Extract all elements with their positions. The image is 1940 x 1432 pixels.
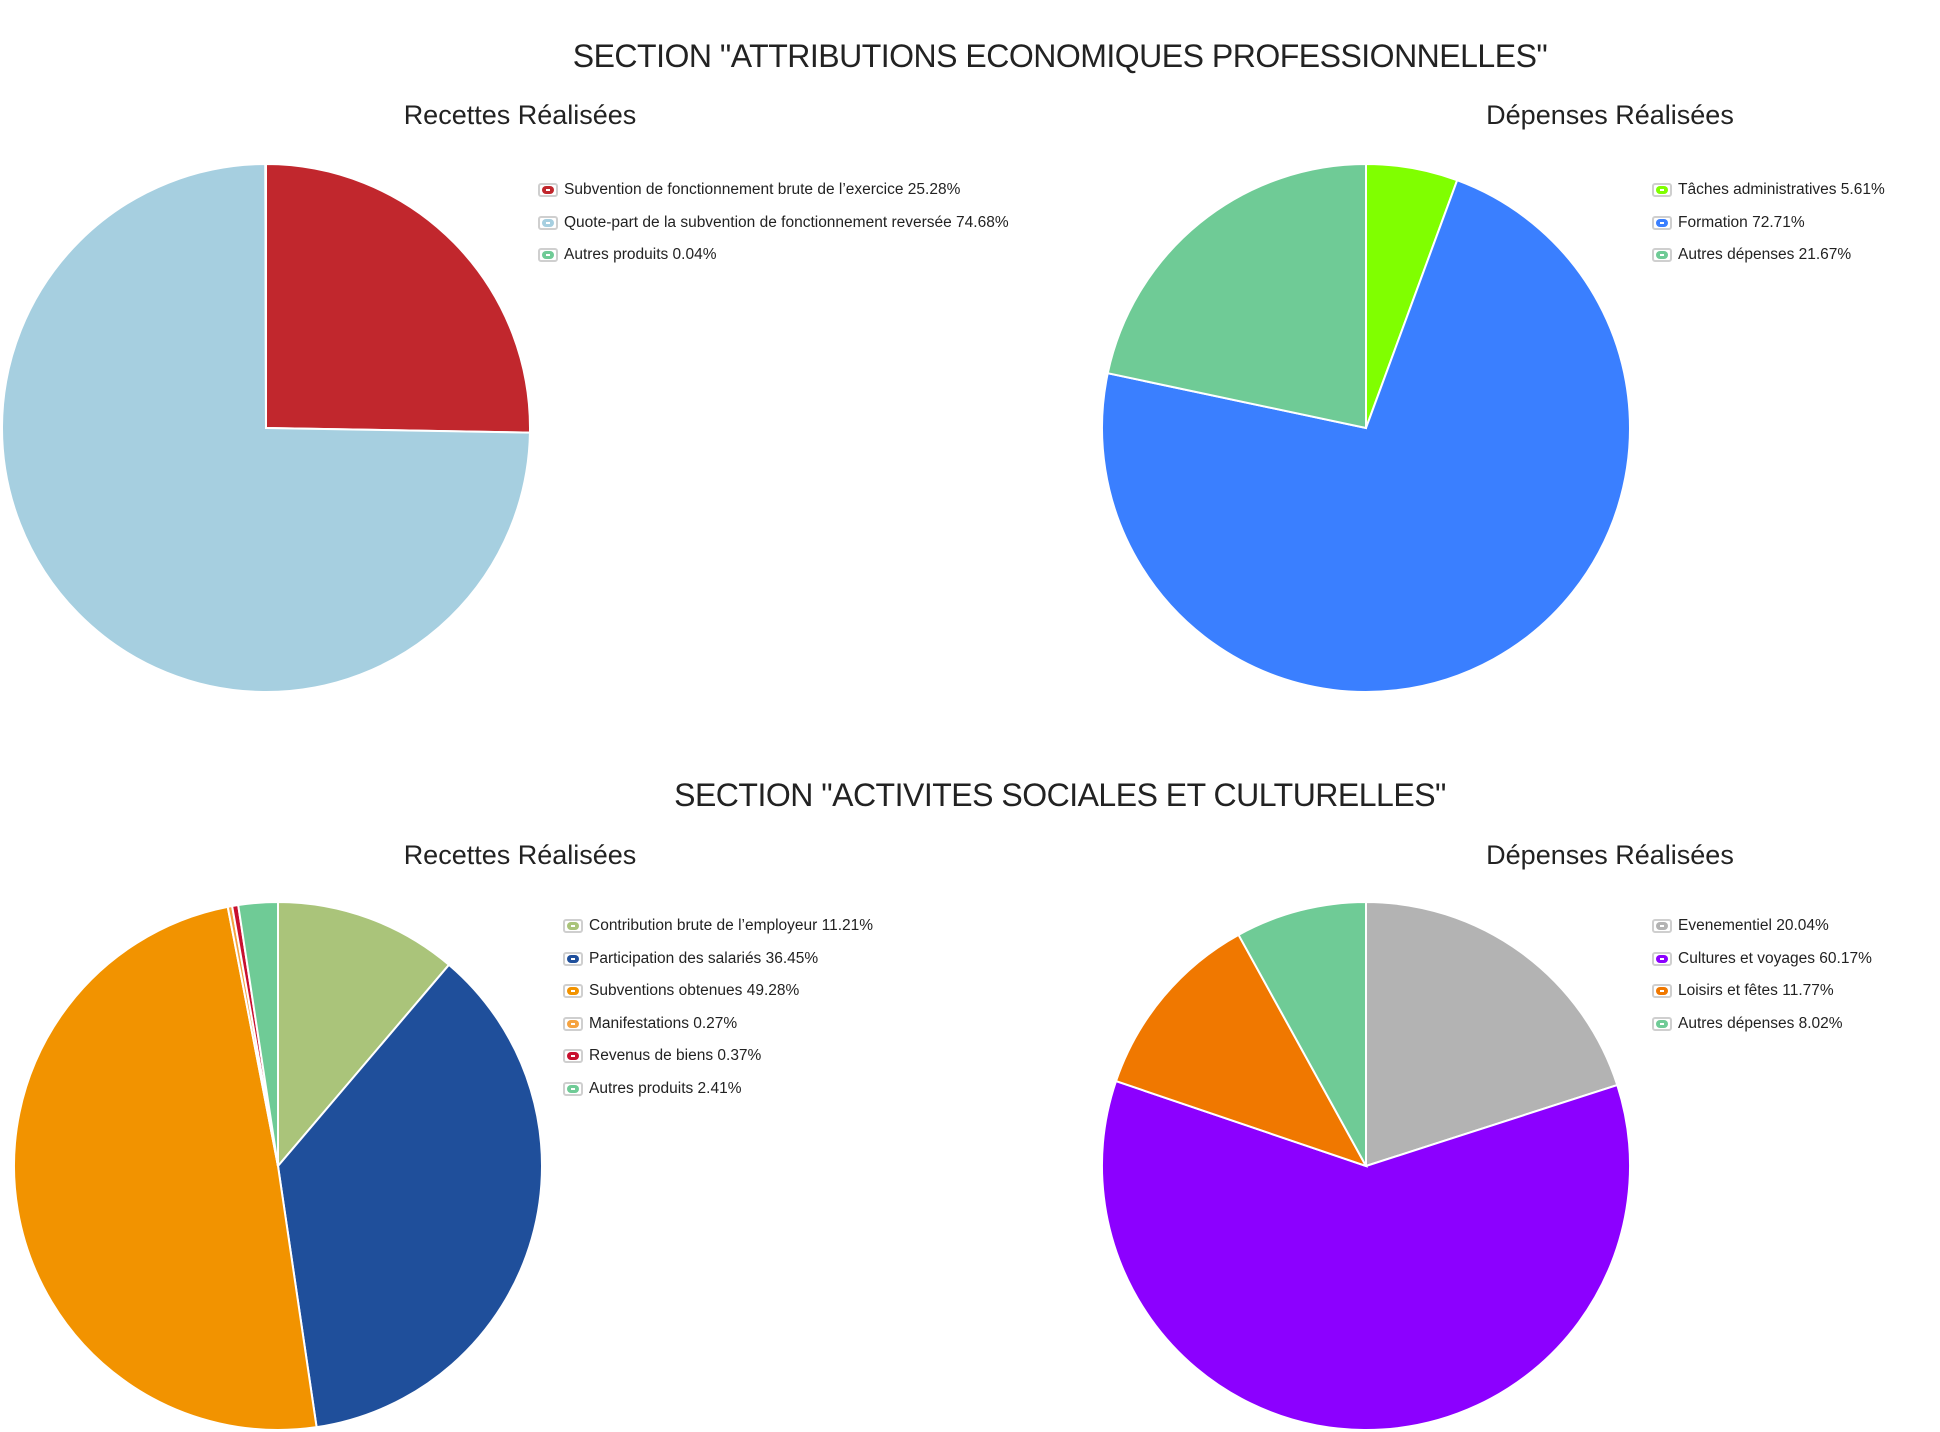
pie-chart-recettes-economiques: Recettes Réalisées Subvention de fonctio…	[0, 100, 1009, 693]
legend-item[interactable]: Subvention de fonctionnement brute de l’…	[538, 174, 1009, 207]
legend-label: Contribution brute de l’employeur 11.21%	[589, 917, 874, 935]
legend-item[interactable]: Cultures et voyages 60.17%	[1652, 943, 1872, 976]
pie-slice-autres-depenses[interactable]	[1106, 162, 1367, 430]
legend-label: Quote-part de la subvention de fonctionn…	[564, 213, 1009, 231]
legend: Contribution brute de l’employeur 11.21%…	[563, 910, 873, 1105]
pie-slice-evenementiel[interactable]	[1365, 900, 1619, 1168]
legend-item[interactable]: Evenementiel 20.04%	[1652, 910, 1872, 943]
legend-swatch	[563, 951, 583, 966]
legend-swatch	[538, 183, 558, 198]
legend-item[interactable]: Subventions obtenues 49.28%	[563, 975, 873, 1008]
legend-item[interactable]: Tâches administratives 5.61%	[1652, 174, 1885, 207]
pie-slice-autres-produits[interactable]	[237, 900, 279, 1167]
legend-label: Evenementiel 20.04%	[1678, 917, 1829, 935]
section-title: SECTION "ATTRIBUTIONS ECONOMIQUES PROFES…	[572, 38, 1548, 74]
legend-label: Participation des salariés 36.45%	[589, 949, 819, 967]
legend-swatch	[1652, 1016, 1672, 1031]
legend-item[interactable]: Autres produits 2.41%	[563, 1073, 873, 1106]
chart-title: Dépenses Réalisées	[1486, 840, 1734, 870]
pie-svg	[1101, 162, 1631, 693]
legend: Tâches administratives 5.61% Formation 7…	[1652, 174, 1885, 272]
legend-swatch	[538, 215, 558, 230]
legend-label: Autres produits 2.41%	[589, 1079, 742, 1097]
legend-swatch	[563, 984, 583, 999]
legend-item[interactable]: Contribution brute de l’employeur 11.21%	[563, 910, 873, 943]
pie-chart-recettes-sociales: Recettes Réalisées Contribution brute de…	[0, 840, 970, 1431]
legend-item[interactable]: Autres dépenses 8.02%	[1652, 1008, 1872, 1041]
chart-title: Recettes Réalisées	[403, 840, 637, 870]
pie-svg	[13, 900, 543, 1431]
legend-swatch	[563, 1016, 583, 1031]
legend-label: Tâches administratives 5.61%	[1678, 181, 1885, 199]
chart-title: Recettes Réalisées	[403, 100, 637, 130]
pie-slice-contribution-brute-de-l-employeur[interactable]	[277, 900, 451, 1169]
pie-chart-depenses-economiques: Dépenses Réalisées Tâches administrative…	[1100, 100, 1940, 693]
legend-label: Manifestations 0.27%	[589, 1014, 738, 1032]
legend-item[interactable]: Manifestations 0.27%	[563, 1008, 873, 1041]
legend: Subvention de fonctionnement brute de l’…	[538, 174, 1009, 272]
chart-title: Dépenses Réalisées	[1486, 100, 1734, 130]
legend-item[interactable]: Loisirs et fêtes 11.77%	[1652, 975, 1872, 1008]
legend-swatch	[538, 248, 558, 263]
legend-swatch	[1652, 919, 1672, 934]
legend: Evenementiel 20.04% Cultures et voyages …	[1652, 910, 1872, 1040]
legend-swatch	[563, 1049, 583, 1064]
pie-slice-loisirs-et-fetes[interactable]	[1114, 933, 1369, 1168]
pie-svg	[1, 162, 531, 693]
legend-item[interactable]: Autres dépenses 21.67%	[1652, 239, 1885, 272]
legend-swatch	[1652, 215, 1672, 230]
legend-label: Revenus de biens 0.37%	[589, 1047, 762, 1065]
legend-item[interactable]: Formation 72.71%	[1652, 207, 1885, 240]
legend-label: Cultures et voyages 60.17%	[1678, 949, 1872, 967]
legend-item[interactable]: Participation des salariés 36.45%	[563, 943, 873, 976]
legend-label: Autres dépenses 8.02%	[1678, 1014, 1843, 1032]
legend-label: Loisirs et fêtes 11.77%	[1678, 982, 1834, 1000]
legend-swatch	[1652, 183, 1672, 198]
legend-label: Subvention de fonctionnement brute de l’…	[564, 181, 961, 199]
section-title: SECTION "ACTIVITES SOCIALES ET CULTURELL…	[674, 777, 1446, 813]
legend-swatch	[563, 1081, 583, 1096]
legend-item[interactable]: Revenus de biens 0.37%	[563, 1040, 873, 1073]
legend-swatch	[1652, 248, 1672, 263]
legend-label: Autres dépenses 21.67%	[1678, 246, 1852, 264]
pie-svg	[1101, 900, 1631, 1431]
legend-swatch	[1652, 951, 1672, 966]
pie-chart-depenses-sociales: Dépenses Réalisées Evenementiel 20.04% C…	[1100, 840, 1940, 1431]
legend-label: Formation 72.71%	[1678, 213, 1805, 231]
legend-label: Autres produits 0.04%	[564, 246, 717, 264]
pie-slice-autres-produits[interactable]	[264, 162, 267, 429]
legend-item[interactable]: Quote-part de la subvention de fonctionn…	[538, 207, 1009, 240]
legend-swatch	[1652, 984, 1672, 999]
pie-slice-formation[interactable]	[1101, 178, 1631, 693]
pie-slice-subvention-de-fonctionnement-brute-de-l-exercice[interactable]	[265, 162, 531, 434]
pie-slice-autres-depenses[interactable]	[1237, 900, 1367, 1167]
legend-swatch	[563, 919, 583, 934]
legend-item[interactable]: Autres produits 0.04%	[538, 239, 1009, 272]
legend-label: Subventions obtenues 49.28%	[589, 982, 800, 1000]
